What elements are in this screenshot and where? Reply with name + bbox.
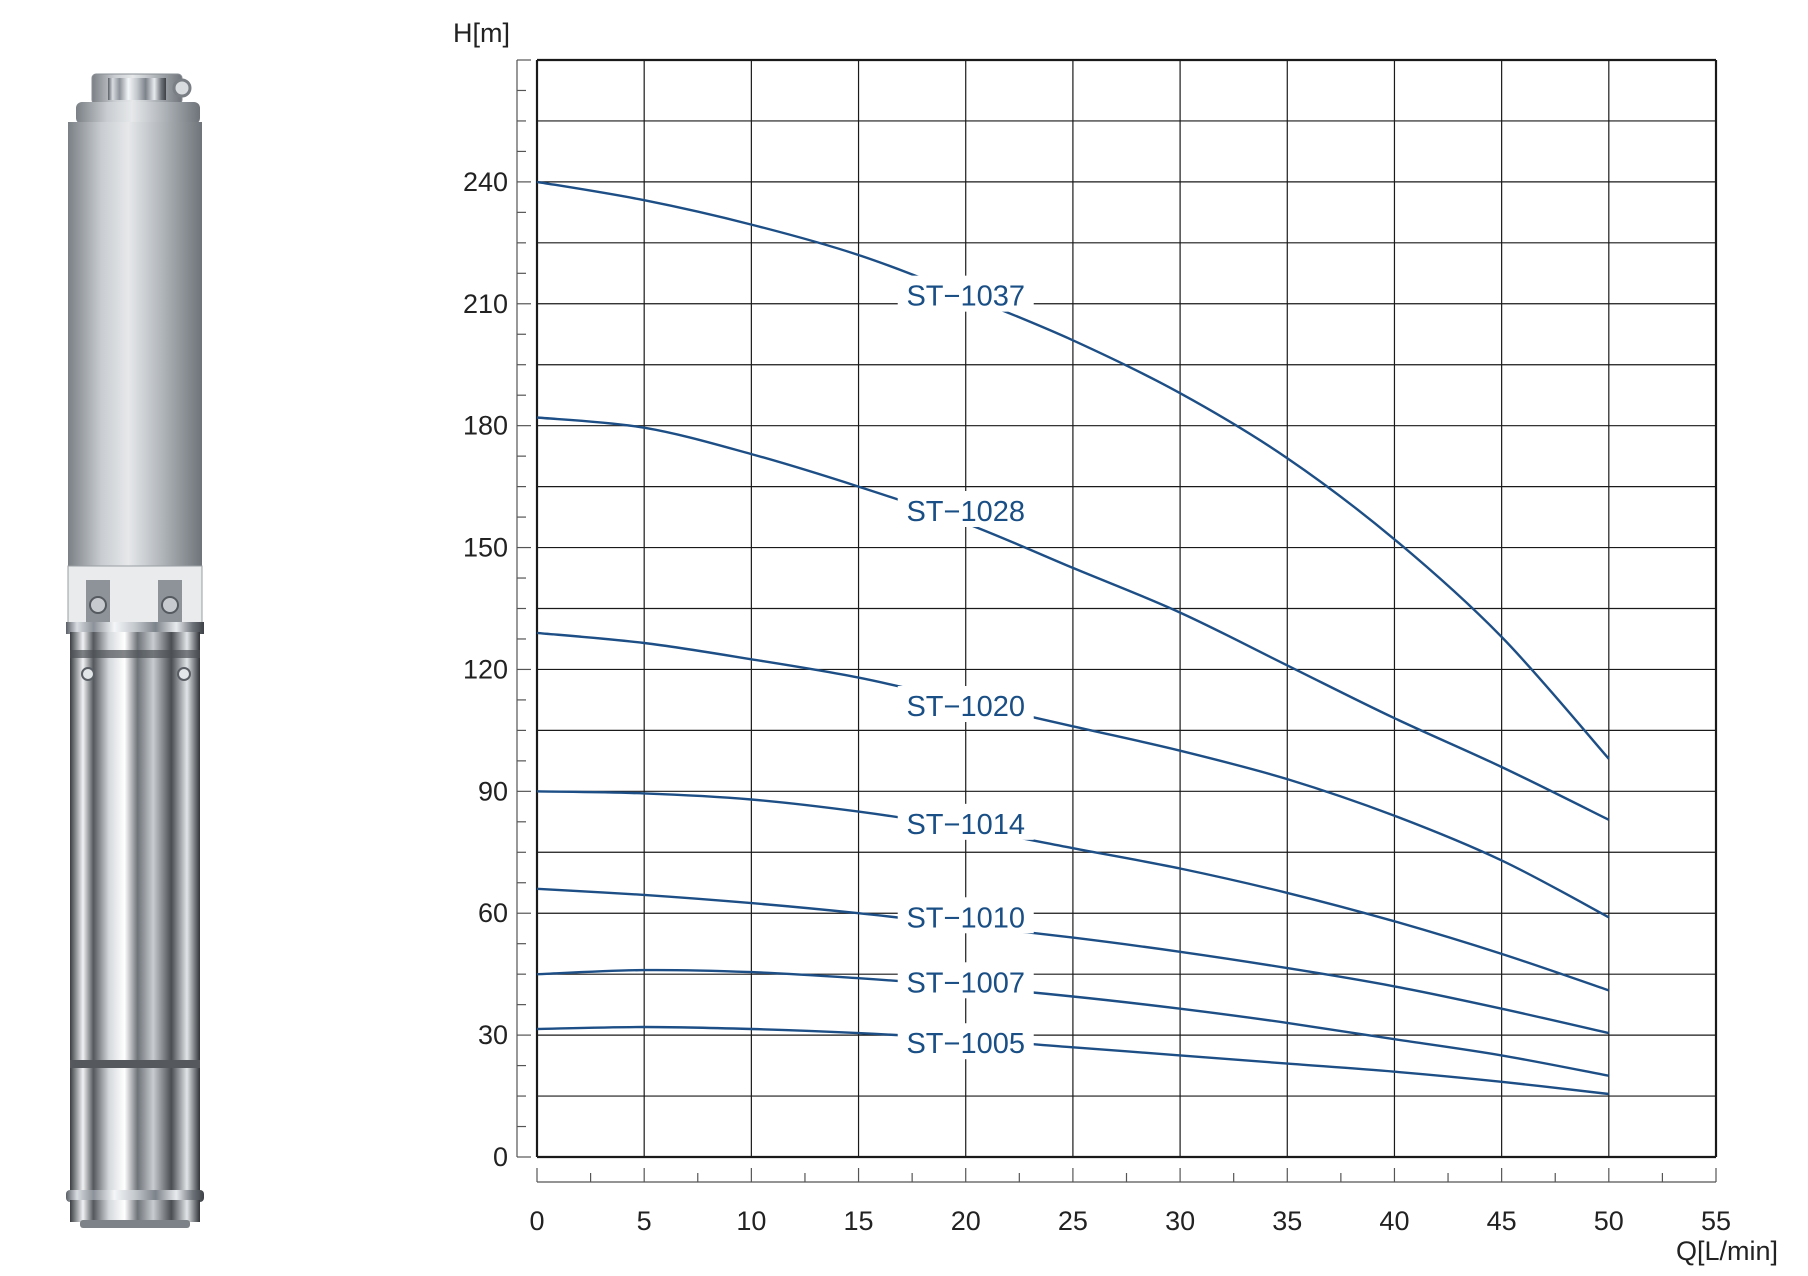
x-tick-label: 15 <box>844 1206 874 1236</box>
series-label-background <box>897 490 1034 527</box>
pump-top-cap <box>76 73 200 124</box>
series-curve-st-1028 <box>536 416 1610 821</box>
series-curve-st-1037 <box>536 180 1610 760</box>
y-axis-label: H[m] <box>453 18 510 48</box>
y-tick-label: 240 <box>463 167 508 197</box>
x-tick-label: 0 <box>529 1206 544 1236</box>
y-tick-label: 150 <box>463 533 508 563</box>
series-curve-st-1010 <box>536 887 1610 1035</box>
series-curve-st-1020 <box>536 631 1610 919</box>
y-tick-label: 180 <box>463 411 508 441</box>
series-label-background <box>897 686 1034 723</box>
chart-grid <box>535 58 1718 1159</box>
series-label-background <box>897 1023 1034 1060</box>
y-tick-label: 120 <box>463 654 508 684</box>
x-tick-label: 45 <box>1487 1206 1517 1236</box>
tick-labels: 0 30 60 90 120 150 180 210 240 0 5 10 15 20 25 30 35 40 45… <box>463 167 1731 1236</box>
series-label-group: ST−1037 <box>897 275 1034 313</box>
series-curve-st-1007 <box>536 968 1610 1077</box>
series-label-group: ST−1007 <box>897 962 1034 999</box>
x-tick-label: 40 <box>1379 1206 1409 1236</box>
series-curve-st-1005 <box>536 1025 1609 1096</box>
y-tick-label: 0 <box>493 1142 508 1172</box>
series-label-group: ST−1005 <box>897 1023 1034 1060</box>
y-tick-label: 210 <box>463 289 508 319</box>
pump-illustration <box>66 73 204 1228</box>
pump-intake-screen <box>66 565 204 634</box>
series-label-background <box>897 275 1034 312</box>
pump-motor-housing <box>68 122 202 568</box>
pump-body <box>66 632 204 1228</box>
series-labels: ST−1037 ST−1028 ST−1020 ST−1014 ST−1010 ST−10… <box>897 275 1034 1060</box>
y-tick-label: 60 <box>478 898 508 928</box>
series-label: ST−1020 <box>906 691 1025 723</box>
series-label: ST−1014 <box>906 809 1025 841</box>
x-tick-label: 30 <box>1165 1206 1195 1236</box>
x-tick-label: 50 <box>1594 1206 1624 1236</box>
x-tick-label: 35 <box>1272 1206 1302 1236</box>
series-label: ST−1037 <box>906 281 1025 313</box>
series-curves <box>536 180 1610 1096</box>
series-label: ST−1028 <box>906 496 1025 528</box>
minor-ticks <box>516 59 1717 1183</box>
y-tick-label: 30 <box>478 1020 508 1050</box>
x-tick-label: 25 <box>1058 1206 1088 1236</box>
series-label-background <box>897 962 1034 999</box>
series-curve-st-1014 <box>536 790 1610 992</box>
series-label-group: ST−1014 <box>897 803 1034 841</box>
x-axis-label: Q[L/min] <box>1676 1236 1778 1266</box>
series-label-group: ST−1010 <box>897 897 1034 934</box>
series-label-group: ST−1020 <box>897 686 1034 723</box>
series-label-background <box>897 803 1034 840</box>
x-tick-label: 10 <box>736 1206 766 1236</box>
series-label: ST−1010 <box>906 902 1025 934</box>
series-label-background <box>897 897 1034 934</box>
x-tick-label: 55 <box>1701 1206 1731 1236</box>
series-label: ST−1007 <box>906 967 1025 999</box>
y-tick-label: 90 <box>478 776 508 806</box>
series-label: ST−1005 <box>906 1028 1025 1060</box>
x-tick-label: 20 <box>951 1206 981 1236</box>
x-tick-label: 5 <box>637 1206 652 1236</box>
series-label-group: ST−1028 <box>897 490 1034 528</box>
